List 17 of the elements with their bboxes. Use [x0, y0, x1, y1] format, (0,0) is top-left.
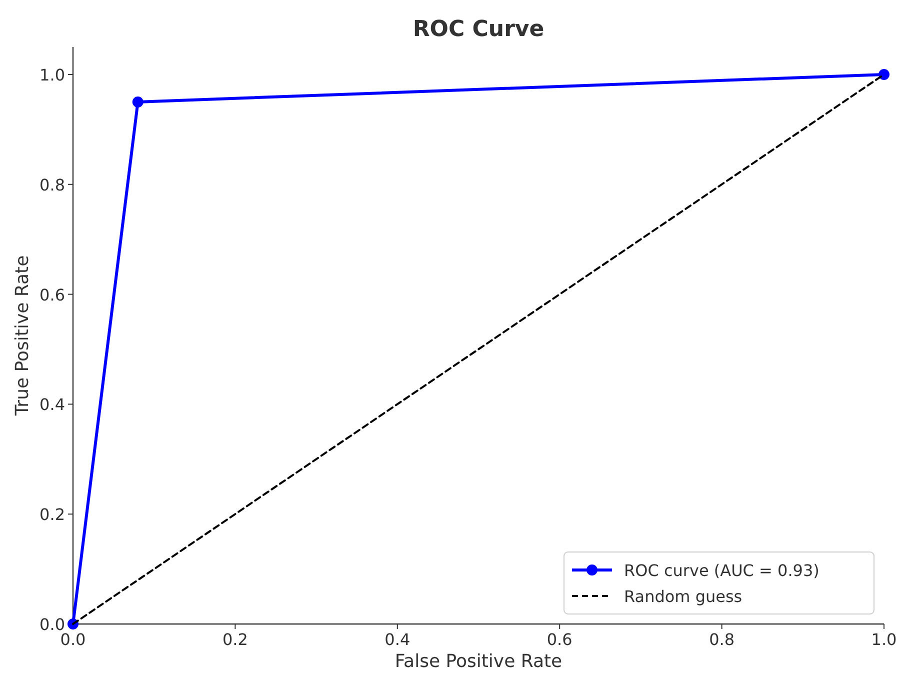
x-tick-label: 0.8 [709, 630, 735, 649]
x-tick-label: 0.2 [222, 630, 248, 649]
point [132, 96, 144, 108]
y-tick-label: 0.6 [40, 285, 65, 304]
x-tick-label: 0.4 [384, 630, 410, 649]
chart-title: ROC Curve [412, 17, 544, 42]
x-tick-label: 1.0 [871, 630, 897, 649]
x-axis-title: False Positive Rate [394, 651, 562, 672]
x-tick-label: 0.6 [546, 630, 572, 649]
point [878, 68, 890, 80]
y-tick-label: 0.4 [40, 395, 65, 414]
legend-label: Random guess [624, 587, 742, 606]
y-tick-label: 0.2 [40, 505, 65, 524]
y-tick-label: 1.0 [40, 65, 65, 84]
y-tick-label: 0.8 [40, 175, 65, 194]
legend-label: ROC curve (AUC = 0.93) [624, 561, 820, 580]
y-axis-title: True Positive Rate [12, 255, 33, 417]
